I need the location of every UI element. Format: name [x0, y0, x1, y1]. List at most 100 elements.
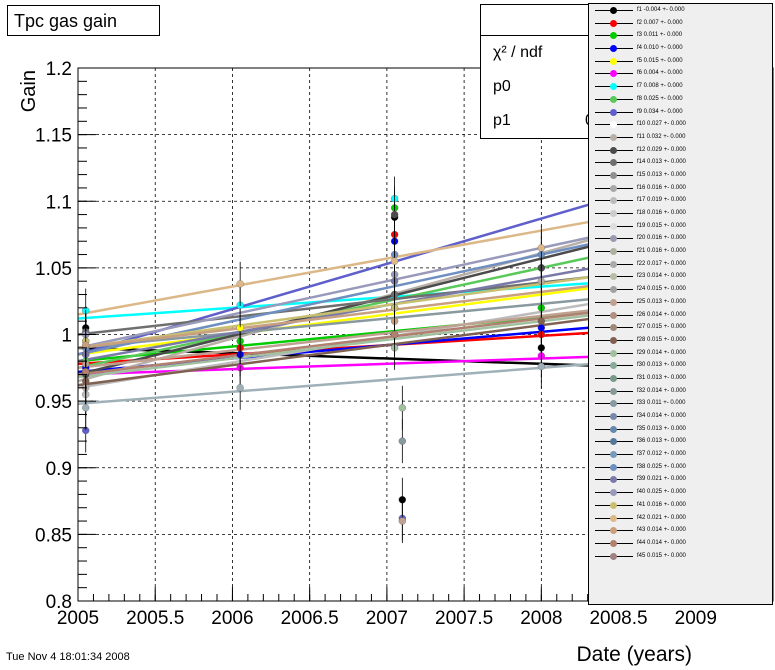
x-tick-label: 2007: [366, 608, 408, 629]
legend-entry: f43 0.014 +- 0.000: [589, 524, 772, 537]
legend-marker: [610, 463, 617, 471]
legend-entry: f27 0.015 +- 0.000: [589, 321, 772, 334]
legend-entry: f44 0.014 +- 0.000: [589, 537, 772, 550]
legend-label: f18 0.016 +- 0.000: [637, 210, 686, 216]
data-point-f44: [82, 368, 90, 376]
legend-marker: [610, 476, 617, 484]
legend-label: f35 0.013 +- 0.000: [637, 425, 686, 432]
legend-entry: f14 0.013 +- 0.000: [589, 156, 772, 169]
legend-entry: f36 0.013 +- 0.000: [589, 435, 772, 448]
legend-marker: [610, 552, 617, 560]
legend-entry: f10 0.027 +- 0.000: [589, 118, 772, 131]
legend-label: f28 0.015 +- 0.000: [637, 336, 686, 343]
legend-marker: [610, 273, 617, 281]
legend-marker: [610, 324, 617, 332]
legend-marker: [610, 501, 617, 509]
legend-entry: f5 0.015 +- 0.000: [589, 55, 772, 68]
legend-entry: f45 0.015 +- 0.000: [589, 550, 772, 563]
fit-line-f12: [77, 238, 619, 376]
legend-entry: f11 0.032 +- 0.000: [589, 131, 772, 144]
legend-label: f41 0.016 +- 0.000: [637, 501, 686, 508]
legend-marker: [610, 108, 617, 116]
fit-line-f14: [77, 272, 619, 336]
legend-entry: f17 0.019 +- 0.000: [589, 194, 772, 207]
data-point-f45: [82, 404, 90, 412]
data-point-f43: [82, 341, 90, 349]
legend-label: f44 0.014 +- 0.000: [637, 539, 686, 546]
legend-marker: [610, 349, 617, 357]
x-tick-label: 2005: [57, 608, 99, 629]
legend-marker: [610, 197, 617, 205]
data-point-f29: [398, 404, 406, 412]
legend-label: f14 0.013 +- 0.000: [637, 159, 686, 166]
x-axis-label: Date (years): [576, 643, 692, 666]
data-point-f45: [537, 362, 545, 371]
legend-marker: [610, 184, 617, 192]
legend-entry: f4 0.010 +- 0.000: [589, 42, 772, 55]
legend-entry: f22 0.017 +- 0.000: [589, 258, 772, 271]
fit-line-f29: [77, 310, 619, 379]
legend-label: f6 0.004 +- 0.000: [637, 70, 683, 77]
x-tick-label: 2008: [520, 608, 562, 629]
x-tick-label: 2006: [211, 608, 253, 629]
legend-marker: [610, 121, 617, 129]
legend-label: f32 0.014 +- 0.000: [637, 387, 686, 394]
legend-entry: f39 0.021 +- 0.000: [589, 473, 772, 486]
legend-label: f3 0.011 +- 0.000: [637, 32, 683, 39]
fit-line-f40: [77, 230, 619, 350]
legend-label: f1 -0.004 +- 0.000: [637, 7, 685, 13]
legend-entry: f37 0.012 +- 0.000: [589, 448, 772, 461]
legend-label: f10 0.027 +- 0.000: [637, 121, 686, 128]
legend-label: f30 0.013 +- 0.000: [637, 362, 686, 369]
legend-label: f8 0.025 +- 0.000: [637, 95, 683, 102]
data-point-f28: [537, 317, 545, 325]
data-point-f33: [398, 437, 406, 445]
legend-marker: [610, 159, 617, 167]
legend-entry: f6 0.004 +- 0.000: [589, 67, 772, 80]
legend-label: f2 0.007 +- 0.000: [637, 19, 683, 26]
data-point-f12: [390, 210, 399, 219]
legend-label: f37 0.012 +- 0.000: [637, 451, 686, 458]
fit-line-f33: [77, 295, 619, 350]
legend-marker: [610, 514, 617, 522]
legend-marker: [610, 425, 617, 433]
fit-line-f6: [77, 354, 619, 376]
legend-label: f9 0.034 +- 0.000: [637, 108, 683, 115]
legend-label: f12 0.029 +- 0.000: [637, 146, 686, 153]
x-tick-label: 2006.5: [281, 608, 339, 629]
fit-line-f5: [77, 283, 619, 356]
fit-line-f41: [77, 271, 619, 350]
y-tick-label: 1: [61, 326, 72, 347]
legend-marker: [610, 95, 617, 103]
legend-entry: f25 0.013 +- 0.000: [589, 296, 772, 309]
legend-marker: [610, 527, 617, 535]
legend-entry: f1 -0.004 +- 0.000: [589, 4, 772, 17]
legend-marker: [610, 248, 617, 256]
y-tick-label: 1.1: [46, 192, 72, 213]
legend-label: f27 0.015 +- 0.000: [637, 324, 686, 331]
fit-line-f28: [77, 313, 619, 387]
legend-marker: [610, 7, 617, 14]
data-point-f45: [236, 384, 244, 392]
legend-label: f17 0.019 +- 0.000: [637, 197, 686, 204]
y-tick-label: 0.85: [35, 525, 72, 546]
legend-entry: f35 0.013 +- 0.000: [589, 423, 772, 436]
legend-marker: [610, 374, 617, 382]
fit-line-f43: [77, 281, 619, 350]
legend-label: f25 0.013 +- 0.000: [637, 298, 686, 305]
legend-marker: [610, 489, 617, 497]
legend-label: f11 0.032 +- 0.000: [637, 133, 686, 140]
legend-entry: f29 0.014 +- 0.000: [589, 347, 772, 360]
legend-marker: [610, 438, 617, 446]
y-tick-label: 1.2: [46, 59, 72, 80]
legend-label: f43 0.014 +- 0.000: [637, 527, 686, 534]
legend-marker: [610, 171, 617, 179]
data-point-f44: [390, 330, 399, 339]
legend-label: f22 0.017 +- 0.000: [637, 260, 686, 267]
legend-entry: f12 0.029 +- 0.000: [589, 144, 772, 157]
legend-entry: f26 0.014 +- 0.000: [589, 309, 772, 322]
fit-line-f25: [77, 305, 619, 370]
legend-label: f4 0.010 +- 0.000: [637, 45, 683, 52]
legend-entry: f34 0.014 +- 0.000: [589, 410, 772, 423]
